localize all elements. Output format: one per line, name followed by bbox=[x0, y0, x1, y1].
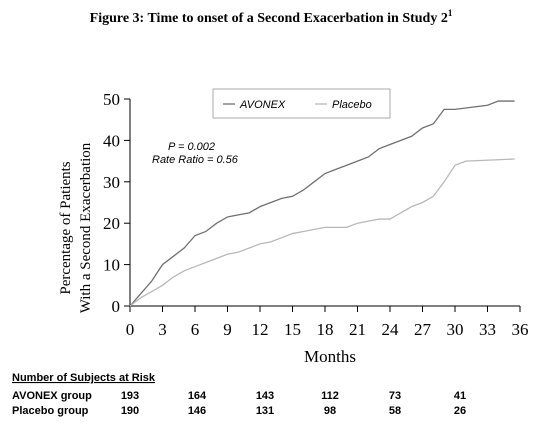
x-axis-label: Months bbox=[304, 347, 356, 366]
annotation: Rate Ratio = 0.56 bbox=[152, 154, 239, 166]
x-tick-label: 21 bbox=[349, 320, 366, 339]
table-cell: 41 bbox=[454, 390, 466, 402]
row-label: AVONEX group bbox=[12, 390, 92, 402]
x-tick-label: 27 bbox=[414, 320, 432, 339]
x-tick-label: 9 bbox=[223, 320, 232, 339]
y-axis-label: Percentage of Patients bbox=[58, 161, 74, 294]
y-tick-label: 20 bbox=[103, 214, 120, 233]
row-label: Placebo group bbox=[12, 405, 89, 417]
y-tick-label: 30 bbox=[103, 173, 120, 192]
x-tick-label: 33 bbox=[479, 320, 496, 339]
x-tick-label: 18 bbox=[317, 320, 334, 339]
table-title: Number of Subjects at Risk bbox=[12, 372, 156, 384]
x-tick-label: 30 bbox=[447, 320, 464, 339]
table-cell: 164 bbox=[188, 390, 207, 402]
series-line bbox=[129, 158, 515, 307]
title-note: 1 bbox=[448, 8, 453, 18]
legend-box bbox=[212, 88, 391, 119]
x-tick-label: 6 bbox=[191, 320, 200, 339]
x-tick-label: 0 bbox=[126, 320, 135, 339]
y-tick-label: 0 bbox=[112, 297, 121, 316]
y-axis-label: With a Second Exacerbation bbox=[78, 142, 94, 313]
table-cell: 58 bbox=[389, 405, 401, 417]
y-tick-label: 40 bbox=[103, 131, 120, 150]
table-cell: 98 bbox=[324, 405, 336, 417]
risk-table: Number of Subjects at Risk AVONEX group 19… bbox=[12, 372, 466, 417]
x-tick-label: 36 bbox=[512, 320, 529, 339]
y-tick-label: 10 bbox=[103, 256, 120, 275]
x-tick-label: 12 bbox=[252, 320, 269, 339]
table-cell: 190 bbox=[121, 405, 139, 417]
legend-label: Placebo bbox=[332, 99, 372, 111]
table-cell: 143 bbox=[256, 390, 274, 402]
series-line bbox=[129, 100, 515, 307]
x-tick-label: 3 bbox=[158, 320, 167, 339]
table-cell: 73 bbox=[389, 390, 401, 402]
table-cell: 26 bbox=[454, 405, 466, 417]
x-tick-label: 24 bbox=[382, 320, 400, 339]
table-cell: 112 bbox=[321, 390, 339, 402]
legend: AVONEX Placebo bbox=[223, 99, 372, 111]
chart-title: Figure 3: Time to onset of a Second Exac… bbox=[90, 8, 453, 26]
x-tick-label: 15 bbox=[284, 320, 301, 339]
annotation: P = 0.002 bbox=[168, 141, 215, 153]
legend-label: AVONEX bbox=[239, 99, 286, 111]
table-cell: 146 bbox=[188, 405, 206, 417]
title-text: Figure 3: Time to onset of a Second Exac… bbox=[90, 11, 448, 26]
y-tick-label: 50 bbox=[103, 90, 120, 109]
table-cell: 193 bbox=[121, 390, 139, 402]
table-cell: 131 bbox=[256, 405, 274, 417]
